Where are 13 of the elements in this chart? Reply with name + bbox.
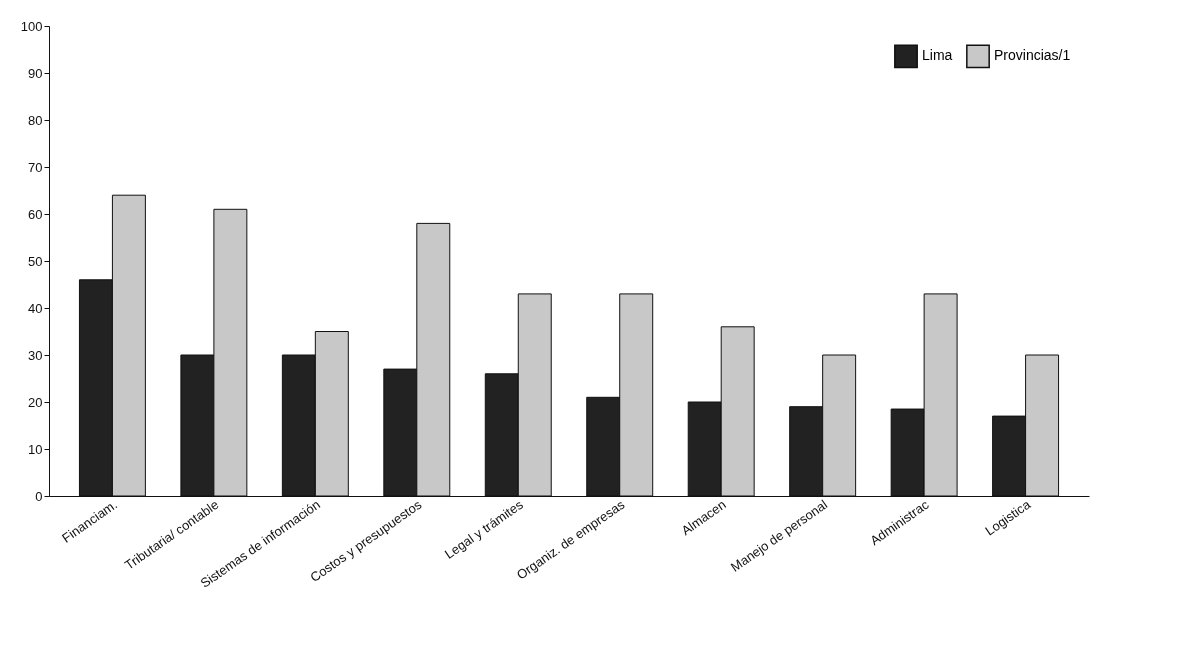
y-tick-label: 20: [28, 394, 43, 410]
y-tick-label: 60: [28, 206, 43, 222]
legend-label: Provincias/1: [994, 47, 1071, 64]
legend-label: Lima: [922, 47, 953, 64]
y-tick-label: 90: [28, 65, 43, 81]
y-tick-label: 10: [28, 441, 43, 457]
y-tick-label: 30: [28, 347, 43, 363]
y-tick-label: 80: [28, 112, 43, 128]
y-tick-label: 70: [28, 159, 43, 175]
y-tick-label: 50: [28, 253, 43, 269]
y-tick-label: 0: [35, 488, 43, 504]
y-tick-label: 40: [28, 300, 43, 316]
y-tick-label: 100: [20, 18, 43, 34]
